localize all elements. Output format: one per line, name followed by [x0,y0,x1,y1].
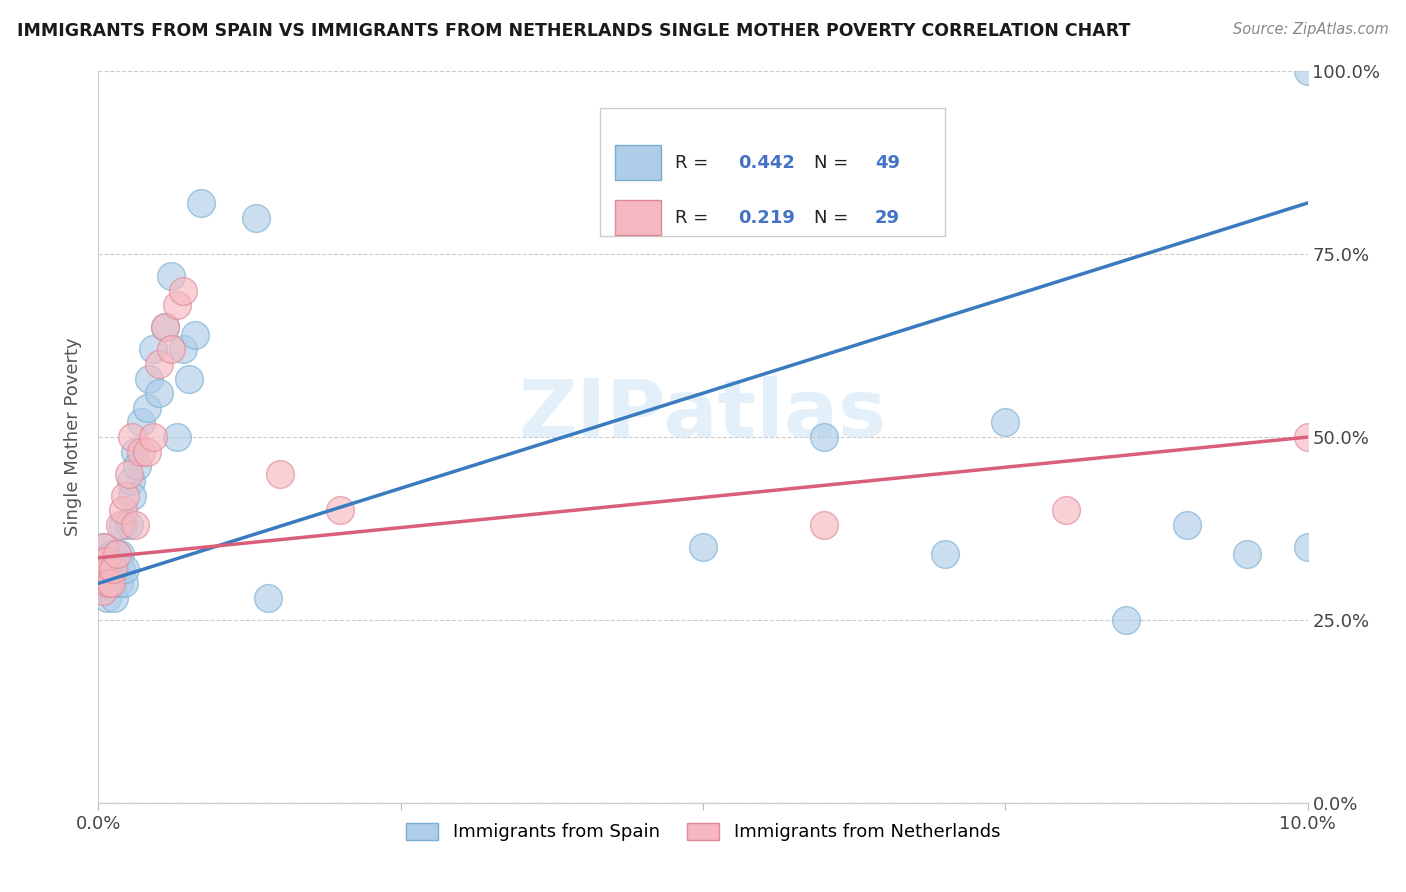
Point [160,269,183,284]
Point [111,517,134,532]
Point [172,343,194,357]
Point [994,416,1017,430]
Point [124,517,146,532]
Legend: Immigrants from Spain, Immigrants from Netherlands: Immigrants from Spain, Immigrants from N… [398,815,1008,848]
Point [269,467,291,481]
Point [1115,613,1137,627]
Text: R =: R = [675,209,714,227]
Text: N =: N = [814,209,855,227]
Point [256,591,278,605]
Point [124,444,146,458]
Point [172,284,194,298]
Point [160,343,183,357]
Point [148,386,170,401]
Point [692,540,714,554]
Point [101,576,124,591]
Point [97,576,120,591]
Point [129,416,152,430]
Point [93,540,115,554]
Point [129,444,152,458]
Point [153,320,176,334]
Point [114,489,136,503]
Point [245,211,267,225]
FancyBboxPatch shape [614,200,661,235]
Point [118,467,141,481]
Point [91,562,114,576]
Text: N =: N = [814,153,855,172]
Text: 0.442: 0.442 [738,153,794,172]
Point [138,371,160,385]
Point [97,576,120,591]
Text: 29: 29 [875,209,900,227]
Point [98,569,121,583]
Point [94,576,117,591]
Point [166,430,188,444]
Point [813,430,835,444]
Point [1296,430,1319,444]
Point [94,554,117,568]
Text: Source: ZipAtlas.com: Source: ZipAtlas.com [1233,22,1389,37]
Point [813,517,835,532]
Point [90,569,112,583]
Point [179,371,201,385]
Point [100,547,122,561]
Point [1054,503,1077,517]
Text: IMMIGRANTS FROM SPAIN VS IMMIGRANTS FROM NETHERLANDS SINGLE MOTHER POVERTY CORRE: IMMIGRANTS FROM SPAIN VS IMMIGRANTS FROM… [17,22,1130,40]
Point [91,576,114,591]
Point [108,576,131,591]
Point [184,327,207,342]
Point [153,320,176,334]
Point [89,554,111,568]
Point [108,517,131,532]
Point [142,430,165,444]
Point [104,562,127,576]
Point [329,503,352,517]
Point [103,591,125,605]
FancyBboxPatch shape [600,108,945,235]
Point [118,517,141,532]
Point [166,298,188,312]
Point [105,547,128,561]
Text: 49: 49 [875,153,900,172]
Point [111,503,134,517]
Point [934,547,956,561]
Point [1296,540,1319,554]
Point [105,547,128,561]
Point [93,540,115,554]
Point [90,569,112,583]
Point [112,576,135,591]
Point [148,357,170,371]
Point [142,343,165,357]
Point [100,562,122,576]
Point [1296,64,1319,78]
Point [135,444,157,458]
Point [89,554,111,568]
Text: R =: R = [675,153,714,172]
Point [114,562,136,576]
Point [91,562,114,576]
Point [135,401,157,415]
Point [121,430,143,444]
Point [110,562,132,576]
Y-axis label: Single Mother Poverty: Single Mother Poverty [65,338,83,536]
Point [120,474,142,488]
Point [108,547,131,561]
FancyBboxPatch shape [614,145,661,180]
Point [1175,517,1198,532]
Point [190,196,212,211]
Point [96,591,118,605]
Point [1236,547,1258,561]
Text: 0.219: 0.219 [738,209,794,227]
Point [127,459,149,474]
Point [91,583,114,598]
Point [121,489,143,503]
Text: ZIPatlas: ZIPatlas [519,376,887,454]
Point [100,576,122,591]
Point [101,562,124,576]
